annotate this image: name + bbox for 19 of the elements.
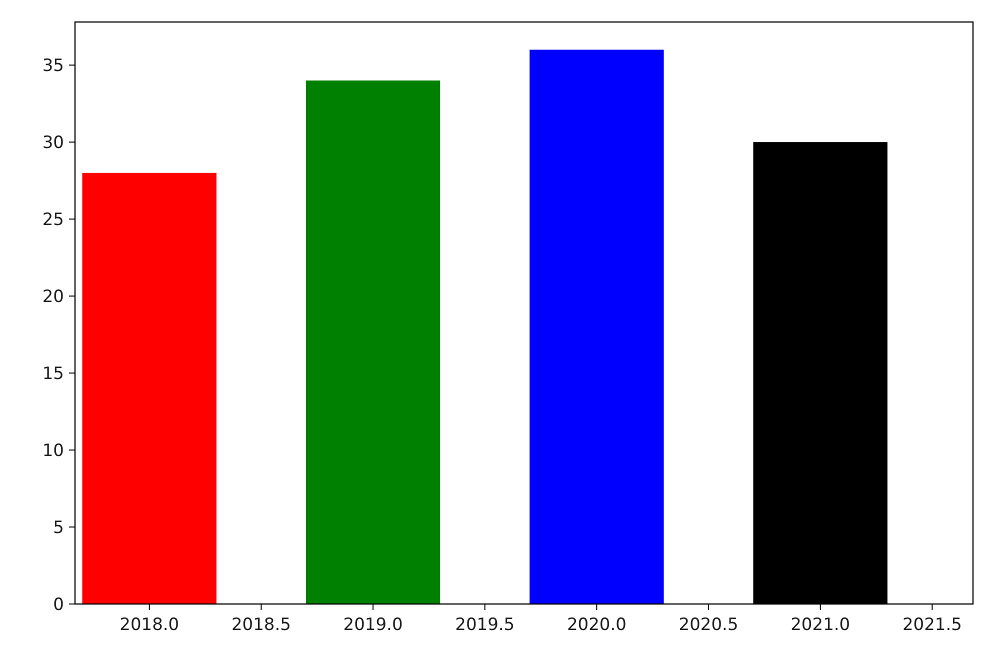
y-tick-label: 20 [42, 287, 64, 308]
y-tick-label: 15 [42, 364, 64, 384]
bar [530, 50, 664, 604]
bar [306, 80, 440, 604]
y-tick-label: 35 [42, 56, 64, 76]
x-tick-label: 2018.0 [120, 615, 180, 635]
x-tick-label: 2021.0 [790, 615, 850, 635]
x-tick-label: 2020.5 [678, 615, 738, 635]
x-tick-label: 2021.5 [902, 615, 962, 635]
y-tick-label: 0 [53, 594, 64, 615]
y-tick-label: 30 [42, 133, 64, 154]
x-tick-label: 2018.5 [231, 615, 291, 635]
y-tick-label: 5 [53, 518, 64, 538]
x-tick-label: 2019.0 [343, 615, 403, 635]
x-tick-label: 2020.0 [566, 615, 626, 635]
x-tick-label: 2019.5 [455, 615, 515, 635]
bar [82, 172, 216, 604]
y-tick-label: 25 [42, 210, 64, 230]
y-tick-label: 10 [42, 440, 64, 461]
